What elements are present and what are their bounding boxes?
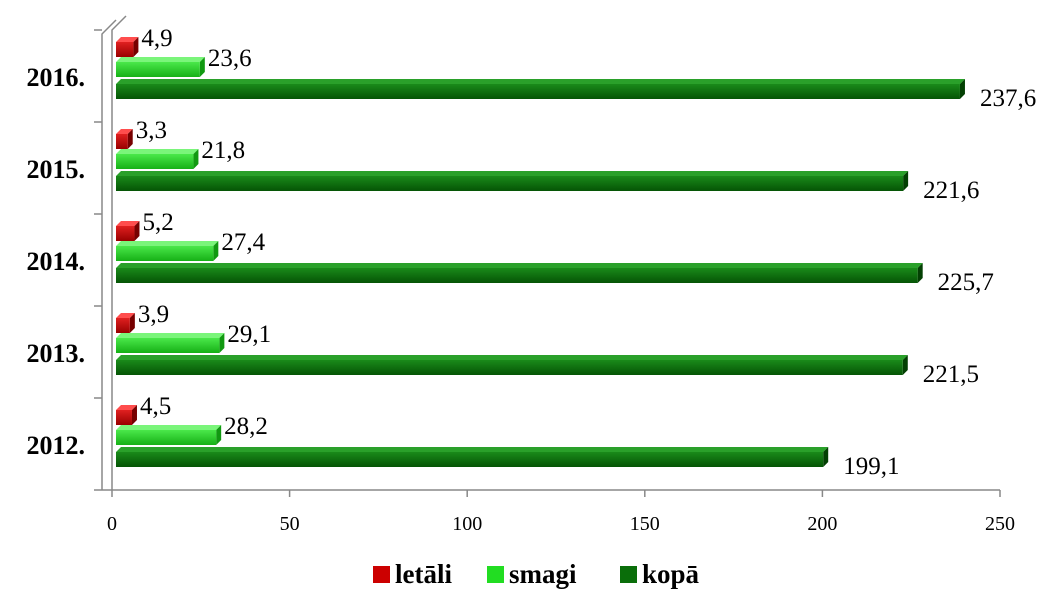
bar-kopa [116, 263, 923, 283]
data-label-letali: 4,5 [140, 393, 171, 420]
bar-kopa [116, 447, 829, 467]
data-label-kopa: 221,6 [923, 177, 979, 204]
bar-letali [116, 405, 137, 425]
bar-letali [116, 37, 139, 57]
data-label-letali: 5,2 [142, 209, 173, 236]
bar-letali [116, 313, 135, 333]
legend-swatch [620, 566, 637, 583]
bar-kopa [116, 171, 909, 191]
bar-smagi [116, 149, 199, 169]
legend-item-kopa: kopā [620, 559, 700, 589]
category-label: 2013. [27, 339, 86, 368]
labels: 4,5 28,2 199,1 3,9 29,1 221,5 5,2 27,4 225,7 3,3 2… [136, 25, 1036, 480]
x-tick-label: 0 [107, 513, 117, 535]
data-label-smagi: 28,2 [224, 413, 268, 440]
legend-item-letali: letāli [373, 559, 452, 589]
legend-swatch [487, 566, 504, 583]
x-tick-label: 200 [807, 513, 837, 535]
data-label-kopa: 225,7 [938, 269, 994, 296]
bar-smagi [116, 241, 219, 261]
legend: letāli smagi kopā [373, 559, 700, 589]
category-label: 2016. [27, 63, 86, 92]
bar-smagi [116, 57, 205, 77]
data-label-letali: 3,3 [136, 117, 167, 144]
data-label-kopa: 237,6 [980, 85, 1036, 112]
x-tick-label: 150 [630, 513, 660, 535]
category-label: 2014. [27, 247, 86, 276]
x-tick-label: 50 [280, 513, 300, 535]
bar-kopa [116, 355, 908, 375]
bar-smagi [116, 333, 225, 353]
legend-label: letāli [395, 559, 452, 589]
bar-letali [116, 129, 133, 149]
y-axis-line [101, 19, 117, 490]
bar-kopa [116, 79, 965, 99]
x-tick-label: 250 [985, 513, 1015, 535]
data-label-letali: 4,9 [141, 25, 172, 52]
axes: 0 50 100 150 200 250 2012. 2013. 2014. 2015. 2016. [27, 15, 1015, 535]
bar-smagi [116, 425, 222, 445]
x-tick-label: 100 [452, 513, 482, 535]
bars [116, 37, 965, 467]
data-label-smagi: 27,4 [221, 229, 265, 256]
y-axis-wall [111, 15, 127, 490]
legend-item-smagi: smagi [487, 559, 577, 589]
data-label-kopa: 199,1 [843, 453, 899, 480]
legend-label: smagi [509, 559, 577, 589]
category-label: 2015. [27, 155, 86, 184]
data-label-letali: 3,9 [138, 301, 169, 328]
category-label: 2012. [27, 431, 86, 460]
data-label-smagi: 21,8 [201, 137, 245, 164]
legend-swatch [373, 566, 390, 583]
data-label-smagi: 29,1 [227, 321, 271, 348]
bar-letali [116, 221, 140, 241]
data-label-kopa: 221,5 [923, 361, 979, 388]
legend-label: kopā [642, 559, 700, 589]
data-label-smagi: 23,6 [208, 45, 252, 72]
